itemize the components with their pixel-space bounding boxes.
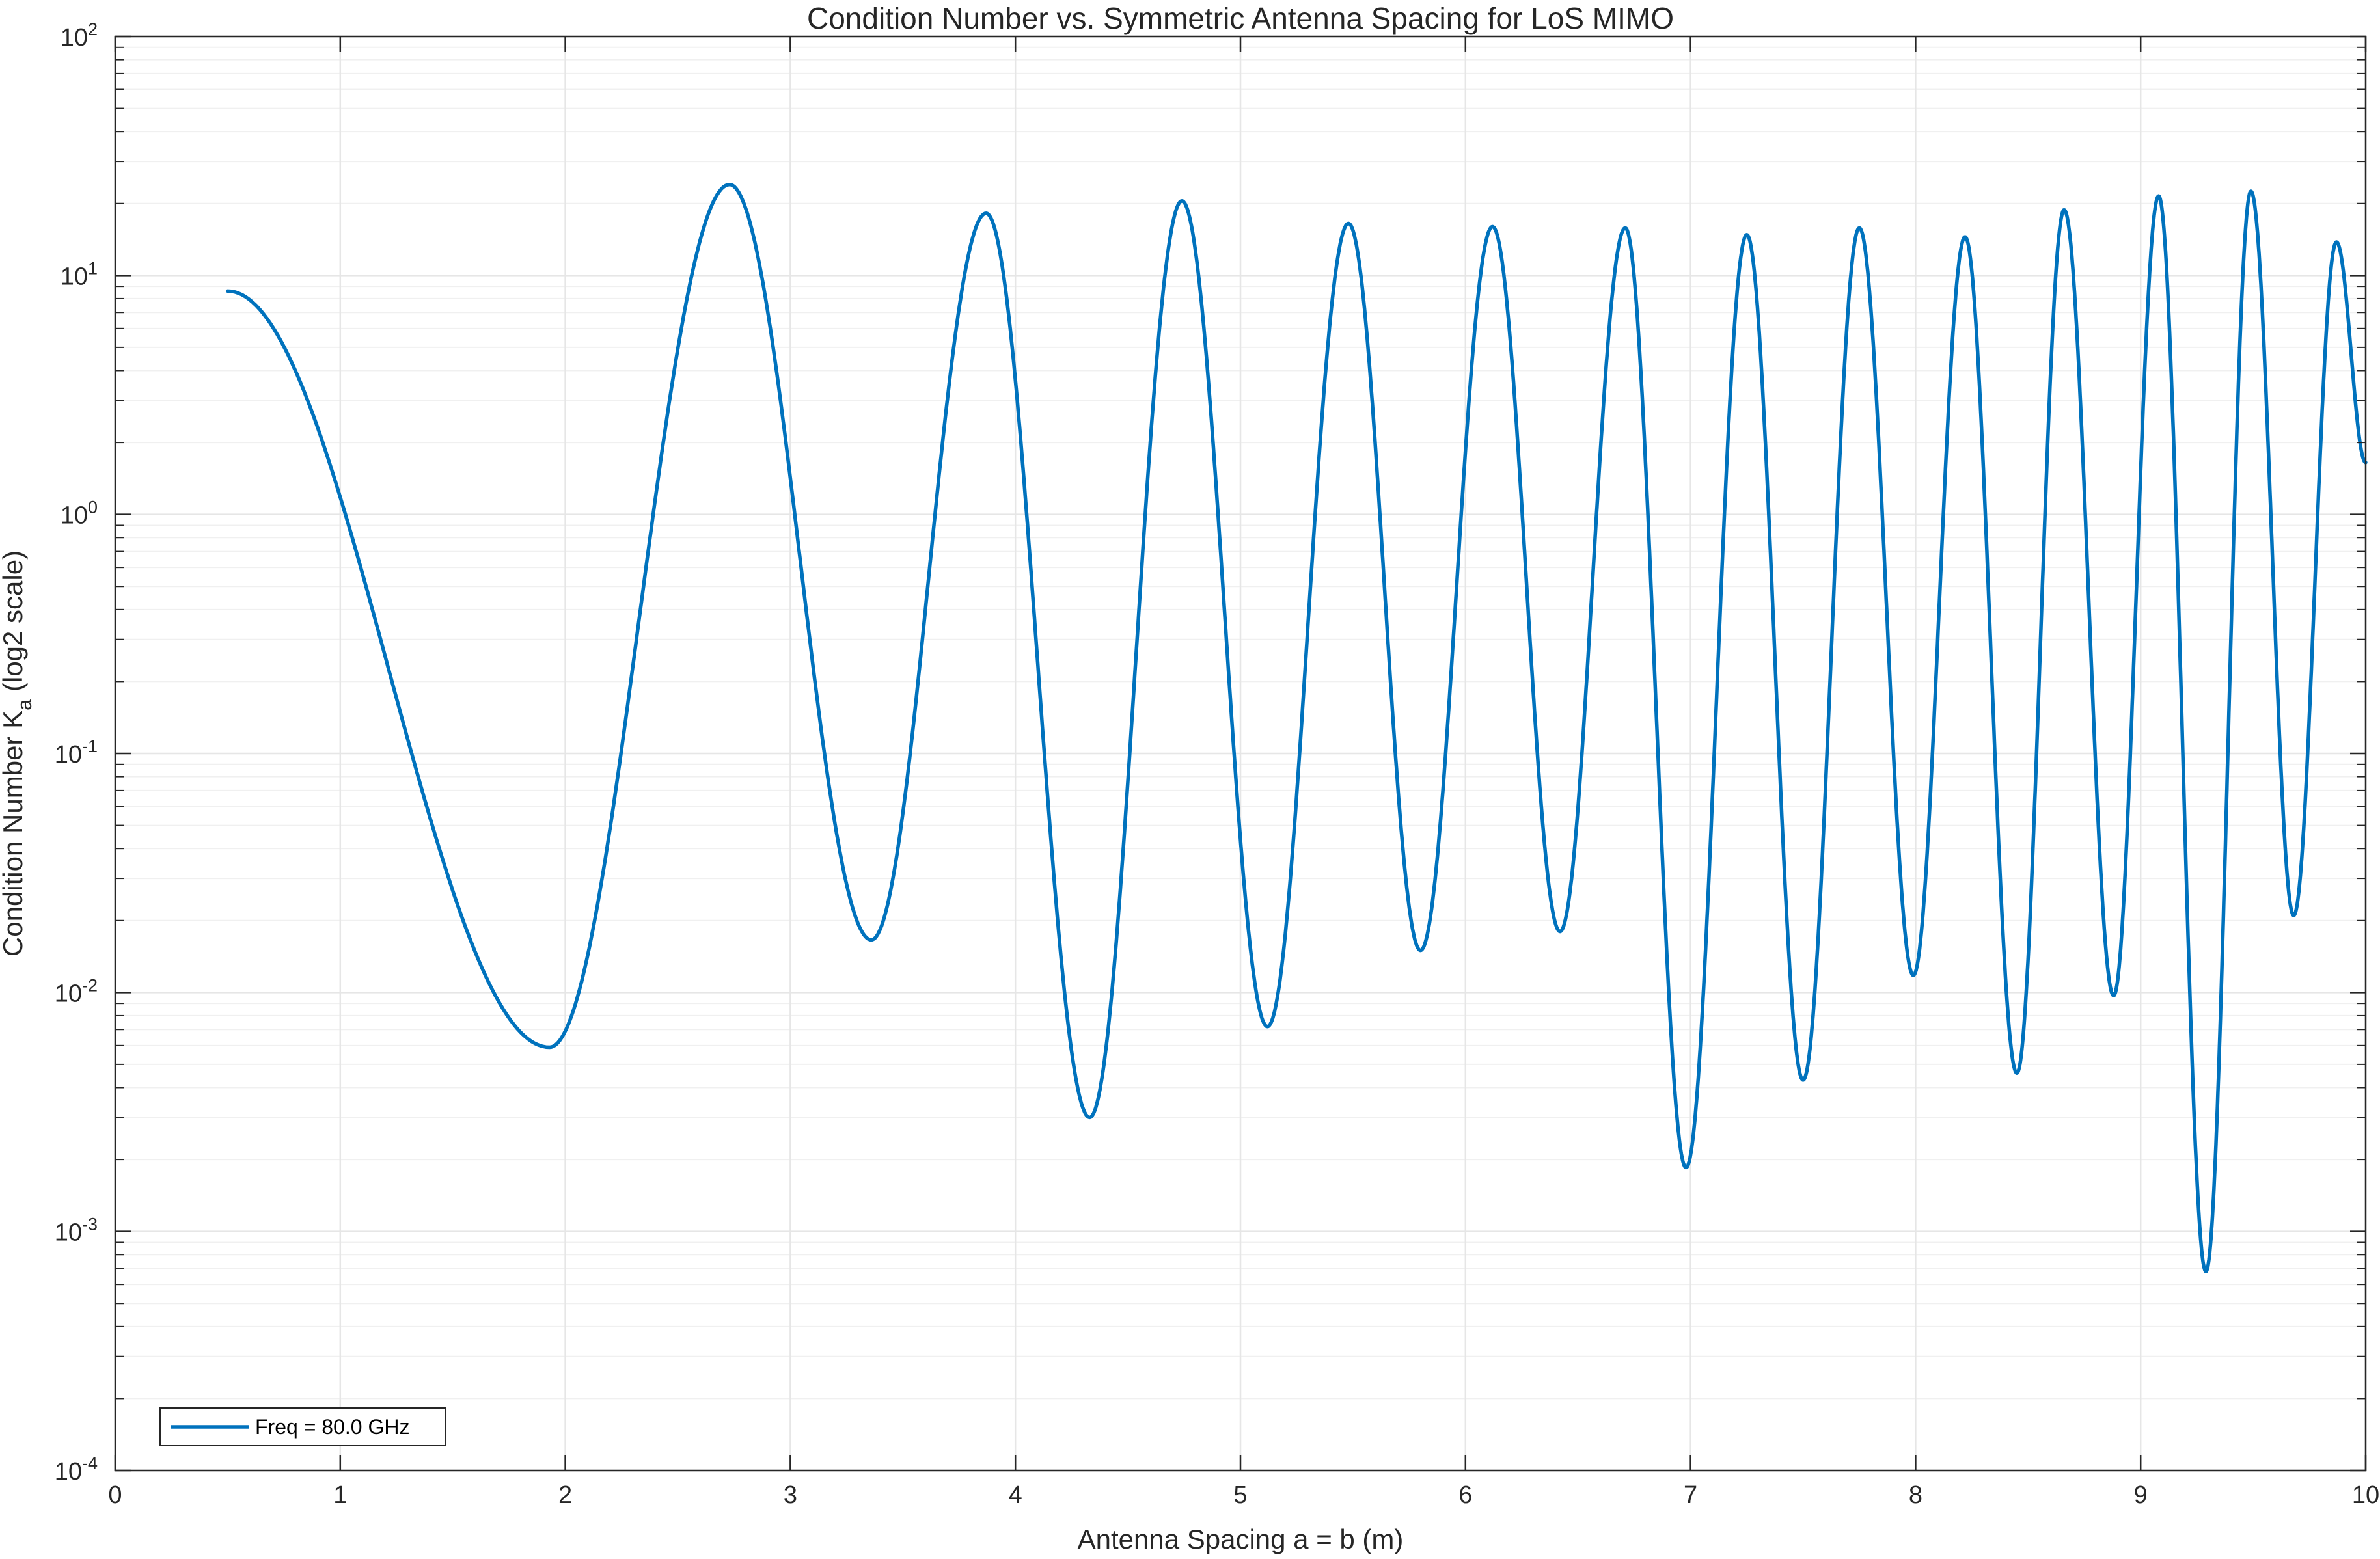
x-tick-label: 4: [1009, 1482, 1022, 1509]
y-tick-exponent: 0: [88, 498, 98, 517]
y-tick-base: 10: [55, 980, 82, 1007]
x-tick-label: 7: [1684, 1482, 1697, 1509]
y-tick-exponent: 2: [88, 20, 98, 39]
y-tick-exponent: -3: [82, 1215, 98, 1234]
y-tick-label: 10-2: [55, 975, 98, 1007]
x-tick-label: 3: [784, 1482, 797, 1509]
y-tick-base: 10: [55, 1458, 82, 1485]
x-tick-label: 1: [333, 1482, 347, 1509]
x-axis-label: Antenna Spacing a = b (m): [1078, 1524, 1404, 1554]
y-axis-label: Condition Number Ka (log2 scale): [0, 550, 36, 956]
y-axis-label-main: Condition Number K: [0, 711, 28, 956]
x-tick-label: 2: [558, 1482, 572, 1509]
legend: Freq = 80.0 GHz: [159, 1407, 446, 1446]
y-tick-base: 10: [55, 741, 82, 768]
y-tick-label: 10-3: [55, 1215, 98, 1247]
y-tick-base: 10: [61, 24, 88, 51]
y-tick-base: 10: [55, 1219, 82, 1247]
series-line: [226, 182, 2368, 1273]
x-tick-label: 0: [108, 1482, 122, 1509]
x-tick-label: 10: [2352, 1482, 2379, 1509]
legend-entry-label: Freq = 80.0 GHz: [255, 1415, 409, 1439]
y-tick-label: 10-1: [55, 737, 98, 768]
y-tick-exponent: -1: [82, 737, 98, 756]
axis-ticks: [114, 35, 2367, 1472]
y-tick-exponent: -2: [82, 975, 98, 995]
y-axis-label-sub: a: [13, 699, 36, 711]
y-axis-label-rest: (log2 scale): [0, 550, 28, 699]
chart-title: Condition Number vs. Symmetric Antenna S…: [807, 1, 1674, 35]
y-tick-exponent: -4: [82, 1454, 98, 1473]
y-tick-label: 102: [61, 20, 98, 51]
x-tick-label: 6: [1458, 1482, 1472, 1509]
x-tick-label: 9: [2134, 1482, 2148, 1509]
y-tick-base: 10: [61, 263, 88, 290]
y-tick-label: 100: [61, 498, 98, 530]
x-tick-label: 8: [1909, 1482, 1922, 1509]
y-tick-label: 101: [61, 258, 98, 290]
y-tick-label: 10-4: [55, 1454, 98, 1485]
y-tick-exponent: 1: [88, 258, 98, 278]
x-tick-label: 5: [1233, 1482, 1247, 1509]
y-tick-base: 10: [61, 502, 88, 530]
